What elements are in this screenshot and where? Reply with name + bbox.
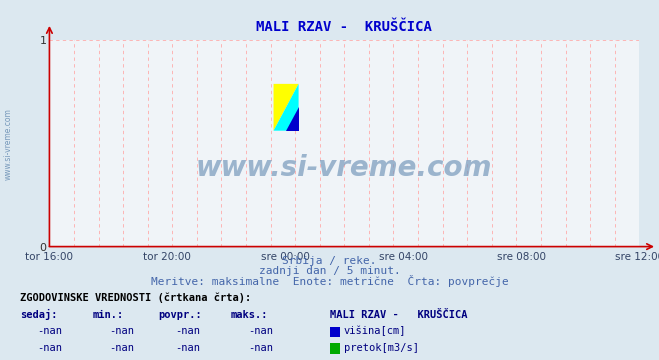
Text: MALI RZAV -   KRUŠČICA: MALI RZAV - KRUŠČICA bbox=[330, 310, 467, 320]
Text: -nan: -nan bbox=[175, 343, 200, 353]
Title: MALI RZAV -  KRUŠČICA: MALI RZAV - KRUŠČICA bbox=[256, 20, 432, 34]
Text: maks.:: maks.: bbox=[231, 310, 268, 320]
Text: -nan: -nan bbox=[37, 327, 62, 337]
Text: -nan: -nan bbox=[175, 327, 200, 337]
Text: www.si-vreme.com: www.si-vreme.com bbox=[3, 108, 13, 180]
Text: višina[cm]: višina[cm] bbox=[344, 326, 407, 337]
Text: Srbija / reke.: Srbija / reke. bbox=[282, 256, 377, 266]
Text: -nan: -nan bbox=[109, 343, 134, 353]
Text: povpr.:: povpr.: bbox=[158, 310, 202, 320]
Text: min.:: min.: bbox=[92, 310, 123, 320]
Text: -nan: -nan bbox=[37, 343, 62, 353]
Text: sedaj:: sedaj: bbox=[20, 309, 57, 320]
Text: -nan: -nan bbox=[248, 343, 273, 353]
Text: pretok[m3/s]: pretok[m3/s] bbox=[344, 343, 419, 353]
Text: zadnji dan / 5 minut.: zadnji dan / 5 minut. bbox=[258, 266, 401, 276]
Text: -nan: -nan bbox=[109, 327, 134, 337]
Text: -nan: -nan bbox=[248, 327, 273, 337]
Text: ZGODOVINSKE VREDNOSTI (črtkana črta):: ZGODOVINSKE VREDNOSTI (črtkana črta): bbox=[20, 292, 251, 303]
Text: www.si-vreme.com: www.si-vreme.com bbox=[196, 154, 492, 182]
Text: Meritve: maksimalne  Enote: metrične  Črta: povprečje: Meritve: maksimalne Enote: metrične Črta… bbox=[151, 275, 508, 287]
